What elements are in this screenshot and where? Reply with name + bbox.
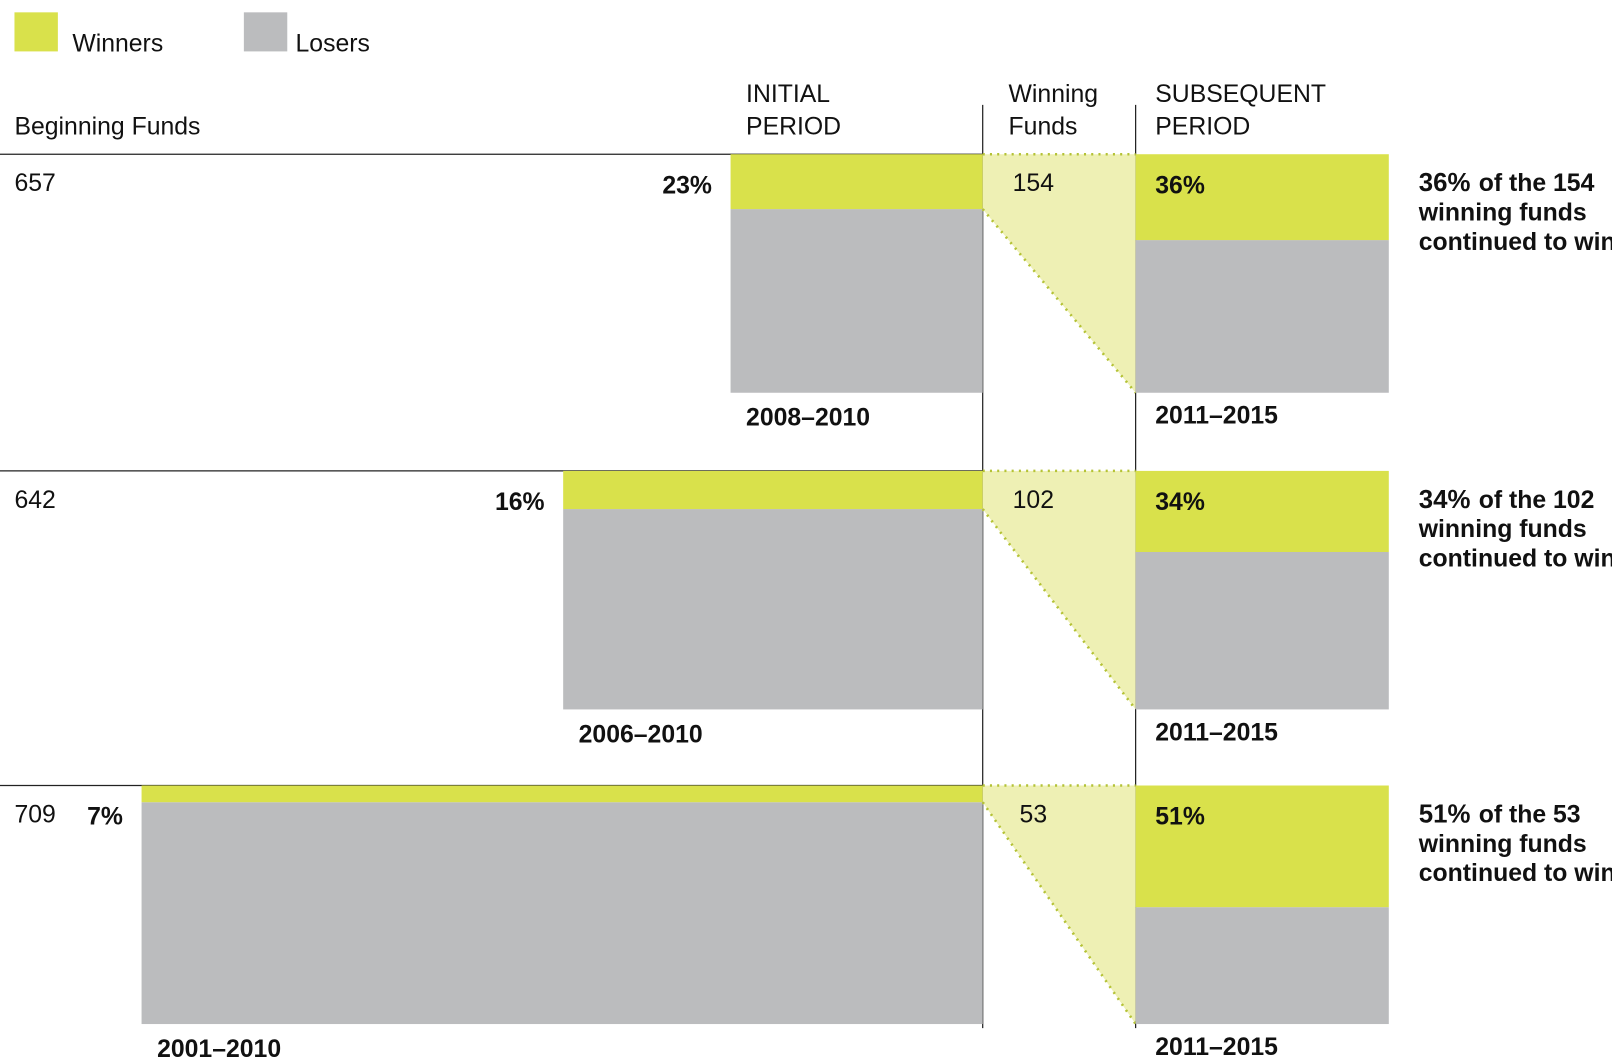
initial-winners: [563, 470, 983, 510]
column-header: INITIAL: [746, 81, 830, 108]
note: continued to win: [1419, 860, 1612, 887]
beginning-funds: 642: [14, 487, 55, 514]
note-pct: 34%: [1419, 486, 1471, 514]
note: continued to win: [1419, 546, 1612, 573]
column-header: Winning: [1009, 81, 1099, 108]
subsequent-period: 2011–2015: [1155, 719, 1278, 746]
legend-label: Winners: [72, 30, 163, 57]
note: winning funds: [1418, 200, 1587, 227]
initial-pct: 16%: [495, 489, 545, 516]
flow-edge: [981, 508, 1137, 711]
note: 34% of the 102: [1419, 486, 1595, 514]
subsequent-losers: [1135, 907, 1389, 1025]
column-header: Beginning Funds: [14, 114, 200, 141]
legend-label: Losers: [296, 30, 370, 57]
note: winning funds: [1418, 516, 1587, 543]
beginning-funds: 657: [14, 170, 55, 197]
subsequent-winners: [1135, 470, 1389, 552]
initial-period: 2006–2010: [579, 721, 703, 748]
beginning-funds: 709: [14, 802, 55, 829]
subsequent-pct: 34%: [1155, 489, 1205, 516]
note: 51% of the 53: [1419, 801, 1581, 829]
note-pct: 36%: [1419, 169, 1471, 197]
subsequent-pct: 51%: [1155, 804, 1205, 831]
note: 36% of the 154: [1419, 169, 1595, 197]
subsequent-period: 2011–2015: [1155, 403, 1278, 430]
note-text: of the 154: [1479, 170, 1595, 197]
initial-pct: 23%: [662, 172, 712, 199]
subsequent-pct: 36%: [1155, 172, 1205, 199]
winning-flow: [982, 154, 1136, 393]
winning-funds: 53: [1020, 802, 1048, 829]
winning-flow: [982, 470, 1136, 710]
subsequent-winners: [1135, 785, 1389, 908]
note-text: of the 102: [1479, 487, 1595, 514]
column-header: PERIOD: [746, 114, 841, 141]
initial-losers: [730, 209, 983, 393]
initial-winners: [730, 154, 983, 210]
column-header: SUBSEQUENT: [1155, 81, 1326, 108]
note: continued to win: [1419, 229, 1612, 256]
note-pct: 51%: [1419, 801, 1471, 829]
subsequent-winners: [1135, 154, 1389, 241]
legend-swatch: [243, 12, 288, 52]
subsequent-losers: [1135, 551, 1389, 710]
subsequent-losers: [1135, 240, 1389, 393]
winning-funds: 154: [1013, 170, 1055, 197]
initial-period: 2008–2010: [746, 405, 870, 432]
winning-flow: [982, 785, 1136, 1025]
winning-funds: 102: [1013, 487, 1054, 514]
legend-swatch: [14, 12, 58, 52]
column-header: Funds: [1009, 114, 1078, 141]
column-header: PERIOD: [1155, 114, 1250, 141]
note-text: of the 53: [1479, 802, 1581, 829]
flow-edge: [981, 801, 1137, 1025]
note: winning funds: [1418, 831, 1587, 858]
initial-winners: [141, 785, 983, 803]
initial-losers: [563, 509, 983, 710]
initial-losers: [141, 802, 983, 1025]
initial-pct: 7%: [87, 804, 123, 831]
subsequent-period: 2011–2015: [1155, 1034, 1278, 1059]
initial-period: 2001–2010: [157, 1036, 281, 1059]
